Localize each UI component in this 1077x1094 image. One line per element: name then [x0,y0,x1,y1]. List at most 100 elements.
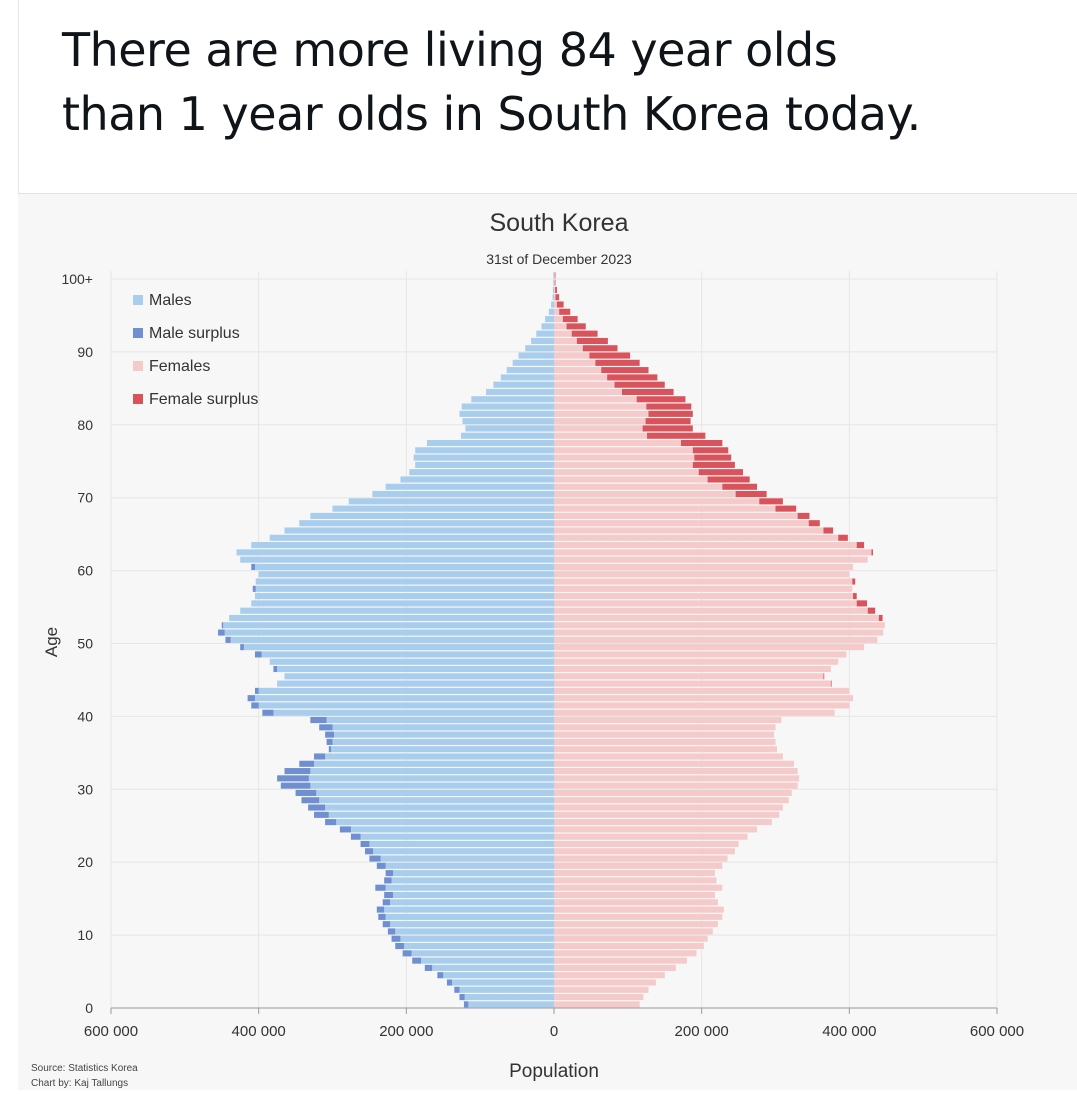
male-bar [500,374,554,381]
female-surplus-bar [554,272,556,279]
legend-label: Male surplus [149,325,240,342]
female-surplus-bar [853,593,857,600]
female-surplus-bar [645,418,691,425]
female-surplus-bar [559,308,571,315]
female-surplus-bar [808,520,820,527]
female-surplus-bar [566,323,586,330]
male-bar [390,899,554,906]
female-surplus-bar [759,498,783,505]
female-bar [554,768,798,775]
male-surplus-bar [310,717,327,724]
male-bar [258,687,554,694]
female-surplus-bar [647,432,706,439]
female-surplus-bar [555,294,560,301]
male-bar [258,702,554,709]
male-bar [254,563,554,570]
male-surplus-bar [463,1001,469,1008]
male-surplus-bar [221,622,224,629]
male-surplus-bar [247,695,255,702]
male-bar [251,542,555,549]
female-bar [554,622,885,629]
female-bar [554,760,794,767]
male-bar [258,571,554,578]
female-bar [554,644,865,651]
female-bar [554,512,798,519]
male-bar [518,352,554,359]
y-tick-label: 100+ [61,271,93,287]
male-surplus-bar [251,702,259,709]
male-bar [240,556,555,563]
female-surplus-bar [646,403,692,410]
male-bar [471,396,554,403]
female-bar [554,491,736,498]
male-bar [493,381,554,388]
male-surplus-bar [376,906,385,913]
male-bar [255,578,555,585]
male-surplus-bar [384,877,392,884]
male-surplus-bar [326,738,333,745]
y-tick-label: 40 [77,708,93,724]
female-bar [554,308,560,315]
female-bar [554,913,723,920]
female-bar [554,906,724,913]
female-bar [554,593,854,600]
male-bar [310,782,554,789]
male-bar [404,942,554,950]
male-surplus-bar [339,826,351,833]
female-bar [554,979,656,986]
female-bar [554,877,717,884]
male-surplus-bar [325,731,334,738]
male-bar [319,797,554,804]
female-surplus-bar [648,410,693,417]
x-tick-label: 400 000 [232,1023,286,1040]
female-bar [554,687,850,694]
male-bar [236,549,554,556]
female-bar [554,439,681,447]
male-bar [512,359,554,366]
female-bar [554,461,693,468]
female-surplus-bar [707,476,750,483]
y-tick-label: 60 [77,563,93,579]
male-bar [391,877,554,884]
female-bar [554,607,868,614]
female-surplus-bar [830,680,832,687]
legend-label: Female surplus [149,391,258,408]
male-bar [452,979,554,986]
female-bar [554,279,555,286]
female-bar [554,425,643,432]
male-bar [308,775,554,782]
y-axis-label: Age [42,627,61,657]
male-bar [415,447,554,454]
male-surplus-bar [360,840,370,848]
female-bar [554,826,758,833]
y-tick-label: 10 [77,927,93,943]
female-bar [554,789,792,796]
female-surplus-bar [878,614,883,622]
male-surplus-bar [378,913,386,920]
female-surplus-bar [607,374,658,381]
female-surplus-bar [722,483,758,490]
female-bar [554,636,878,643]
male-bar [369,840,554,848]
male-bar [464,994,554,1001]
male-bar [385,913,554,920]
female-surplus-bar [582,345,618,352]
male-bar [223,622,554,629]
male-bar [332,724,554,731]
male-bar [553,279,554,286]
legend-label: Males [149,292,192,309]
female-bar [554,520,809,527]
legend-swatch [133,328,143,338]
female-bar [554,578,853,585]
male-bar [432,964,554,971]
female-bar [554,957,687,964]
female-bar [554,804,783,811]
female-surplus-bar [823,673,825,680]
male-bar [310,768,554,775]
headline-line-2: than 1 year olds in South Korea today. [62,87,921,141]
female-surplus-bar [621,388,674,396]
female-bar [554,717,782,724]
male-bar [400,935,554,942]
male-bar [525,345,554,352]
female-bar [554,797,789,804]
